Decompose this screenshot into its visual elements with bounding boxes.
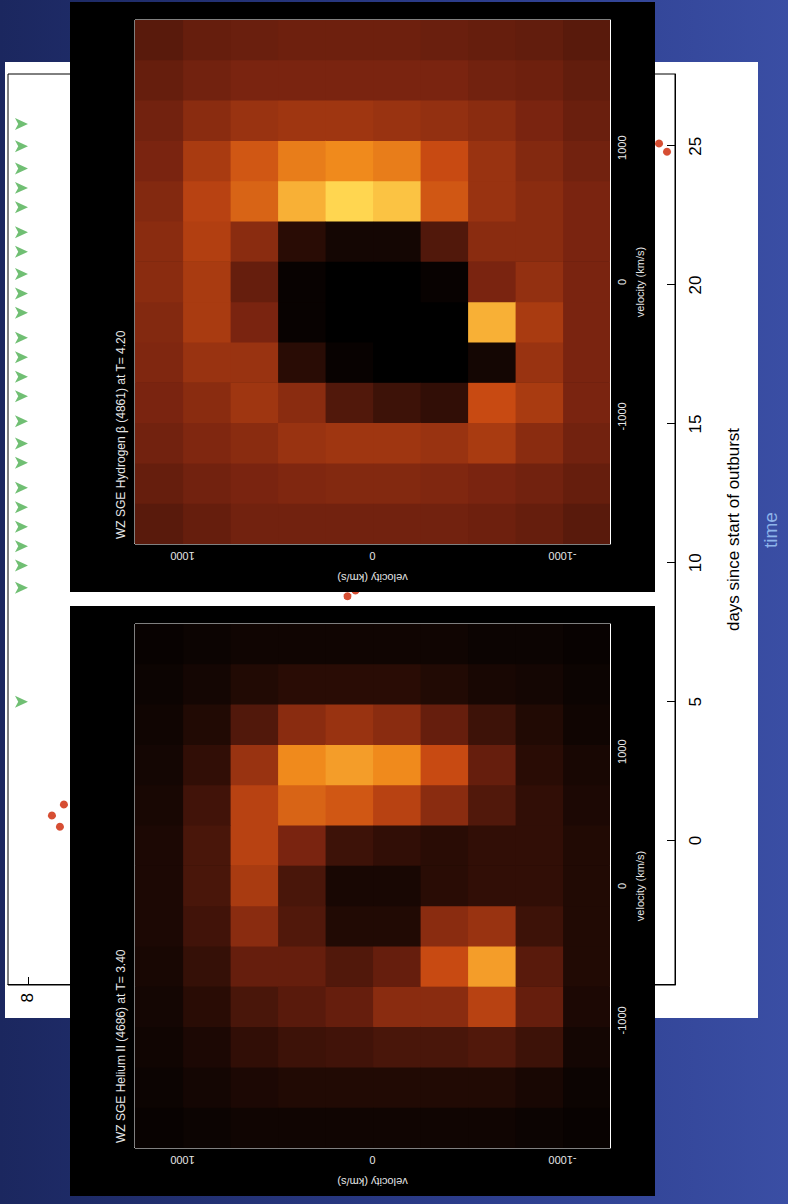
svg-text:velocity (km/s): velocity (km/s) xyxy=(634,851,646,921)
svg-text:0: 0 xyxy=(616,883,628,889)
svg-text:15: 15 xyxy=(686,414,705,433)
svg-text:1000: 1000 xyxy=(616,135,628,159)
svg-text:0: 0 xyxy=(686,836,705,845)
svg-text:velocity (km/s): velocity (km/s) xyxy=(634,247,646,317)
svg-text:1000: 1000 xyxy=(170,550,194,562)
svg-text:WZ SGE Hydrogen β (4861) at T=: WZ SGE Hydrogen β (4861) at T= 4.20 xyxy=(114,330,128,539)
svg-text:0: 0 xyxy=(369,1154,375,1166)
svg-text:-1000: -1000 xyxy=(548,550,576,562)
svg-text:20: 20 xyxy=(686,276,705,295)
svg-text:-1000: -1000 xyxy=(616,1006,628,1034)
svg-text:-1000: -1000 xyxy=(616,402,628,430)
svg-text:8: 8 xyxy=(18,993,37,1002)
svg-text:0: 0 xyxy=(369,550,375,562)
svg-text:25: 25 xyxy=(686,137,705,156)
svg-text:-1000: -1000 xyxy=(548,1154,576,1166)
svg-text:1000: 1000 xyxy=(170,1154,194,1166)
svg-text:0: 0 xyxy=(616,279,628,285)
svg-text:1000: 1000 xyxy=(616,739,628,763)
svg-text:WZ SGE Helium II (4686) at T=: WZ SGE Helium II (4686) at T= 3.40 xyxy=(114,949,128,1143)
svg-text:velocity (km/s): velocity (km/s) xyxy=(337,1176,407,1188)
svg-text:time: time xyxy=(760,512,781,548)
svg-text:10: 10 xyxy=(686,553,705,572)
svg-text:5: 5 xyxy=(686,697,705,706)
svg-text:days since start of outburst: days since start of outburst xyxy=(724,428,743,631)
svg-text:velocity (km/s): velocity (km/s) xyxy=(337,572,407,584)
